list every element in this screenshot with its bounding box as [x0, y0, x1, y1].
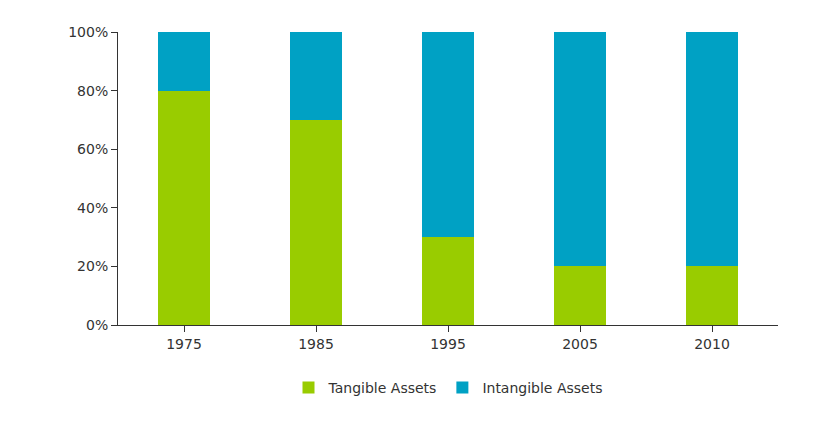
svg-text:2010: 2010 [694, 336, 730, 352]
svg-text:Tangible Assets: Tangible Assets [328, 380, 437, 396]
svg-text:0%: 0% [86, 317, 108, 333]
svg-text:80%: 80% [77, 83, 108, 99]
svg-text:100%: 100% [68, 24, 108, 40]
svg-text:1975: 1975 [166, 336, 202, 352]
svg-text:60%: 60% [77, 141, 108, 157]
svg-text:2005: 2005 [562, 336, 598, 352]
svg-text:1995: 1995 [430, 336, 466, 352]
svg-text:1985: 1985 [298, 336, 334, 352]
svg-text:Intangible Assets: Intangible Assets [482, 380, 602, 396]
svg-text:40%: 40% [77, 200, 108, 216]
svg-text:20%: 20% [77, 258, 108, 274]
